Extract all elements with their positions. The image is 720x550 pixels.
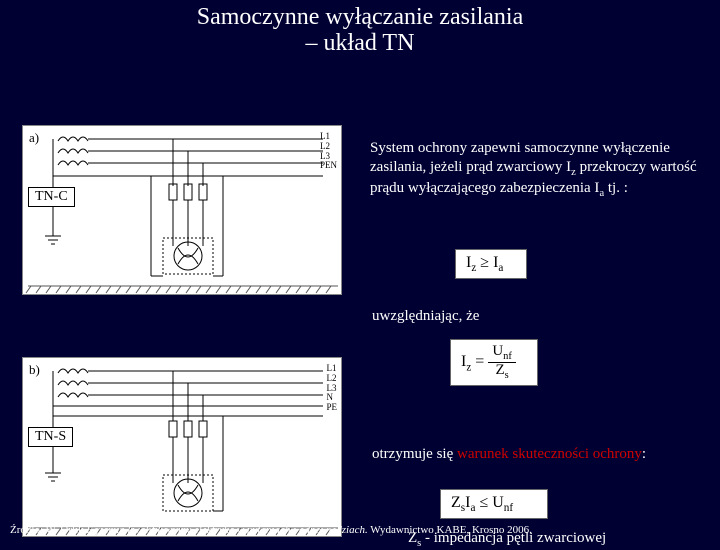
formula-3: ZsIa ≤ Unf <box>440 489 548 519</box>
content-area: a) L1 L2 L3 PEN TN-C <box>0 57 720 507</box>
source-citation: Źródło: W. Orlik Egzamin kwalifikacyjny … <box>10 524 532 536</box>
highlight-red: warunek skuteczności ochrony <box>457 446 642 462</box>
formula-2: Iz = Unf Zs <box>450 339 538 386</box>
paragraph-2: uwzględniając, że <box>372 307 672 326</box>
diagram-a-letter: a) <box>29 130 39 146</box>
diagram-tns-svg <box>23 358 343 538</box>
diagram-tnc-svg <box>23 126 343 296</box>
paragraph-3: otrzymuje się warunek skuteczności ochro… <box>372 445 692 464</box>
paragraph-1: System ochrony zapewni samoczynne wyłącz… <box>370 139 700 200</box>
diagram-a-wires: L1 L2 L3 PEN <box>320 132 337 172</box>
title-line1: Samoczynne wyłączanie zasilania <box>197 4 524 30</box>
diagram-tnc: a) L1 L2 L3 PEN <box>22 125 342 295</box>
slide-title: Samoczynne wyłączanie zasilania – układ … <box>0 0 720 57</box>
diagram-tns: b) L1 L2 L3 N PE <box>22 357 342 537</box>
diagram-a-label: TN-C <box>28 187 75 207</box>
diagram-b-wires: L1 L2 L3 N PE <box>326 364 337 413</box>
diagram-b-letter: b) <box>29 362 40 378</box>
title-line2: – układ TN <box>306 30 415 56</box>
fraction: Unf Zs <box>488 344 516 381</box>
diagram-b-label: TN-S <box>28 427 73 447</box>
formula-1: Iz ≥ Ia <box>455 249 527 279</box>
